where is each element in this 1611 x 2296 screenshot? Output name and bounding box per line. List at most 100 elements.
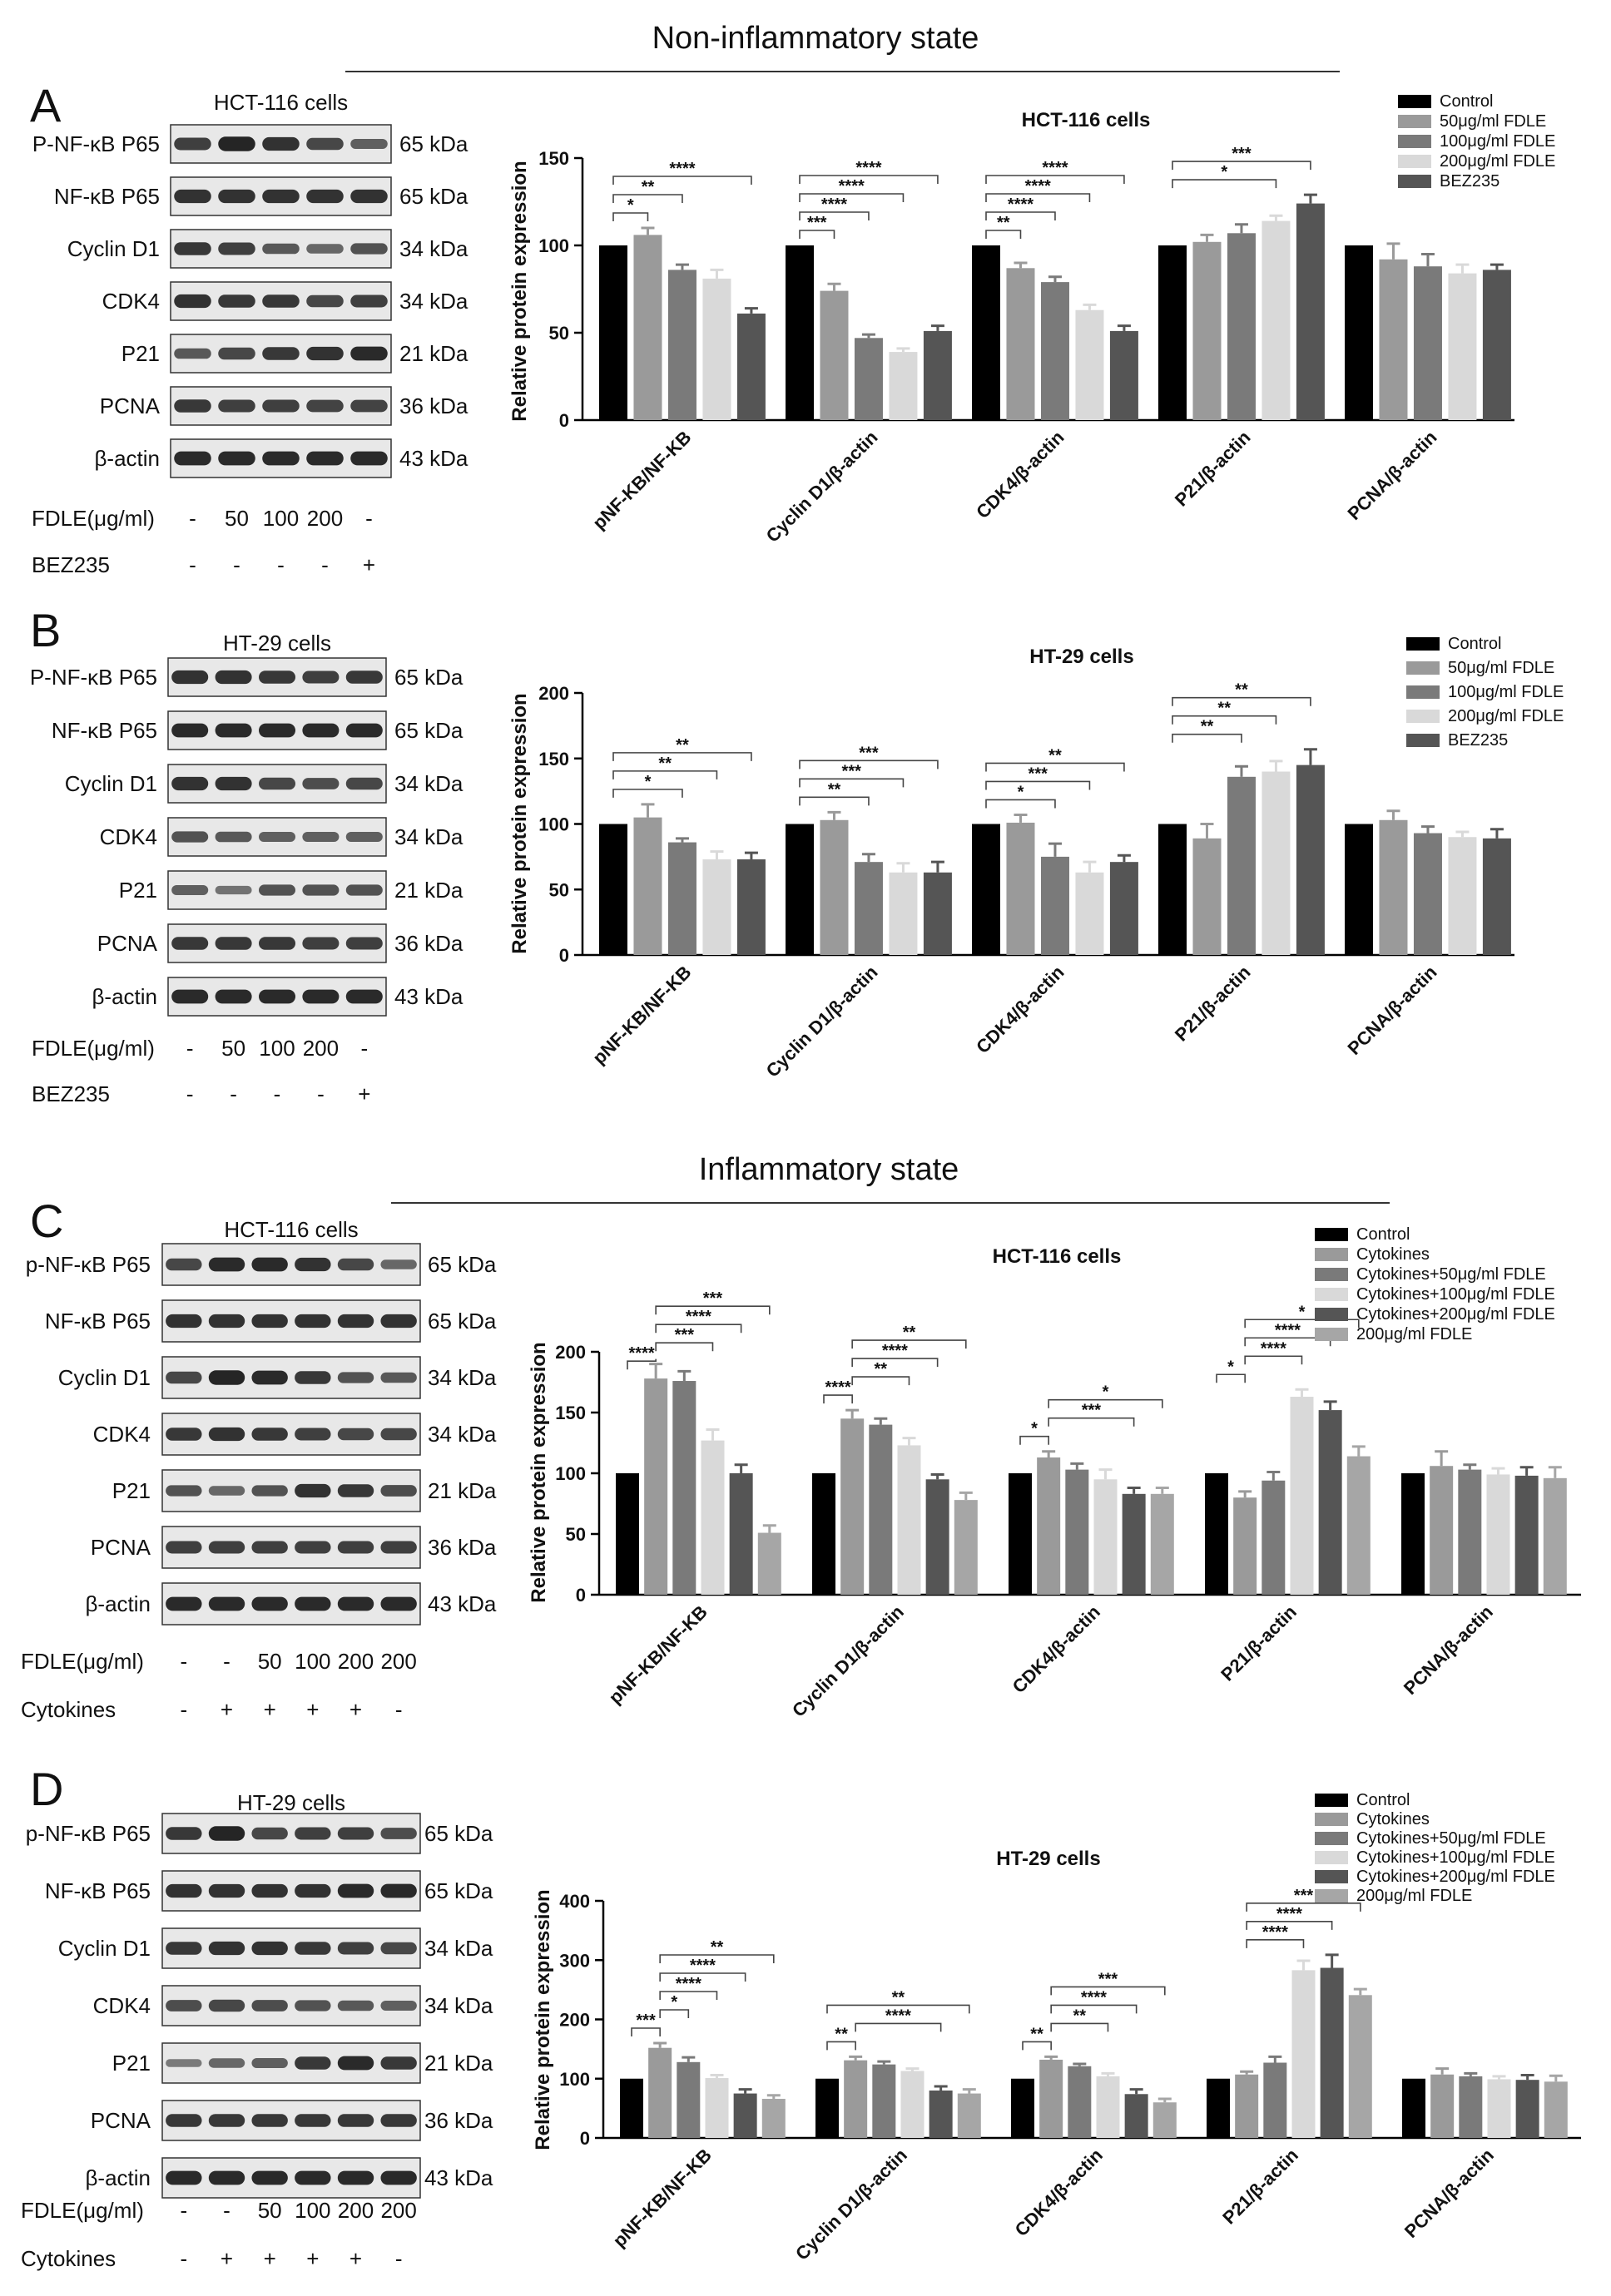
treatment-value: + [221, 2246, 233, 2271]
legend-label: BEZ235 [1448, 731, 1508, 750]
blot-band [215, 776, 252, 791]
significance-bracket [826, 2041, 856, 2051]
blot-band [218, 189, 255, 204]
significance-mark: *** [1232, 145, 1252, 163]
blot-kda-label: 43 kDa [399, 446, 468, 471]
blot-row-label: Cyclin D1 [65, 771, 157, 796]
blot-band [337, 1596, 374, 1611]
blot-band [306, 451, 344, 466]
legend-label: Control [1356, 1791, 1410, 1809]
blot-kda-label: 65 kDa [394, 665, 463, 690]
chart-title: HCT-116 cells [1022, 109, 1151, 131]
blot-strip [161, 1985, 421, 2026]
blot-band [258, 884, 296, 896]
blot-band [251, 1596, 288, 1611]
blot-strip [161, 2157, 421, 2199]
blot-band [345, 777, 383, 790]
bar [1348, 1995, 1372, 2138]
blot-band [306, 399, 344, 413]
bar [1296, 203, 1325, 420]
blot-row-label: NF-κB P65 [45, 1878, 151, 1903]
x-category-label: Cyclin D1/β-actin [791, 2145, 911, 2264]
blot-band [380, 1596, 417, 1611]
bar [1487, 2079, 1511, 2138]
bar [820, 819, 849, 955]
significance-bracket [1172, 715, 1277, 725]
blot-band [251, 2170, 288, 2185]
treatment-label: FDLE(μg/ml) [32, 506, 155, 531]
blot-strip [161, 1469, 421, 1512]
bar [702, 278, 731, 420]
bar [1152, 2102, 1177, 2138]
legend-swatch [1406, 734, 1440, 747]
bar [1346, 1456, 1371, 1595]
bar [1430, 2074, 1455, 2138]
x-category-label: CDK4/β-actin [1009, 1601, 1104, 1697]
significance-bracket [627, 1358, 657, 1370]
significance-bracket [851, 1339, 967, 1349]
bar [616, 1473, 639, 1595]
blot-title: HT-29 cells [223, 631, 331, 656]
blot-band [208, 1941, 245, 1956]
blot-row-label: PCNA [100, 393, 161, 418]
blot-row-label: CDK4 [93, 1422, 151, 1447]
significance-mark: *** [842, 762, 862, 780]
blot-band [166, 1827, 202, 1840]
y-tick-label: 50 [566, 1524, 586, 1545]
bar [1486, 1474, 1510, 1595]
bar [929, 2091, 953, 2138]
legend-label: BEZ235 [1440, 172, 1499, 191]
blot-strip [161, 1927, 421, 1969]
bar [677, 2061, 701, 2138]
significance-mark: **** [690, 1957, 716, 1975]
blot-strip [161, 1526, 421, 1569]
treatment-value: - [360, 1036, 368, 1061]
blot-row-label: p-NF-κB P65 [26, 1821, 151, 1846]
blot-band [306, 244, 344, 254]
blot-band [262, 399, 300, 413]
blot-strip [161, 2042, 421, 2084]
bar [701, 1440, 725, 1595]
bar [1006, 268, 1035, 420]
significance-mark: **** [676, 1975, 701, 1993]
blot-band [208, 1370, 245, 1385]
significance-mark: **** [1275, 1321, 1301, 1339]
significance-bracket [1050, 1986, 1166, 1996]
blot-band [350, 139, 388, 149]
significance-mark: *** [1029, 765, 1048, 783]
blot-kda-label: 34 kDa [424, 1936, 493, 1961]
x-category-label: P21/β-actin [1171, 962, 1255, 1046]
significance-mark: **** [882, 1342, 908, 1360]
significance-bracket [612, 789, 683, 798]
legend-swatch [1315, 1328, 1348, 1341]
legend-label: Cytokines+200μg/ml FDLE [1356, 1305, 1555, 1324]
significance-mark: **** [1042, 159, 1068, 177]
blot-band [337, 2170, 374, 2185]
bar-chart-c: HCT-116 cells Relative protein expression… [528, 1225, 1581, 1721]
treatment-label: BEZ235 [32, 552, 110, 577]
x-category-label: pNF-KB/NF-KB [609, 2145, 716, 2251]
blot-row-label: p-NF-κB P65 [26, 1252, 151, 1277]
bar [1227, 233, 1256, 420]
blot-band [302, 670, 340, 684]
blot-band [208, 1314, 245, 1329]
treatment-value: - [180, 2198, 187, 2223]
significance-bracket [799, 796, 870, 806]
y-tick-label: 100 [559, 2069, 590, 2090]
blot-band [171, 885, 209, 895]
bar [889, 352, 918, 420]
bar [925, 1479, 949, 1595]
bar [1068, 2066, 1092, 2138]
significance-bracket [1172, 161, 1311, 171]
blot-band [306, 294, 344, 308]
blot-band [302, 989, 340, 1004]
x-category-label: Cyclin D1/β-actin [762, 962, 882, 1081]
significance-mark: ** [892, 1988, 905, 2007]
blot-band [295, 1371, 331, 1384]
significance-bracket [985, 175, 1125, 184]
y-tick-label: 100 [538, 235, 569, 256]
blot-band [251, 2058, 288, 2068]
treatment-value: - [274, 1081, 281, 1106]
blot-kda-label: 34 kDa [428, 1365, 497, 1390]
legend-swatch [1398, 115, 1431, 128]
